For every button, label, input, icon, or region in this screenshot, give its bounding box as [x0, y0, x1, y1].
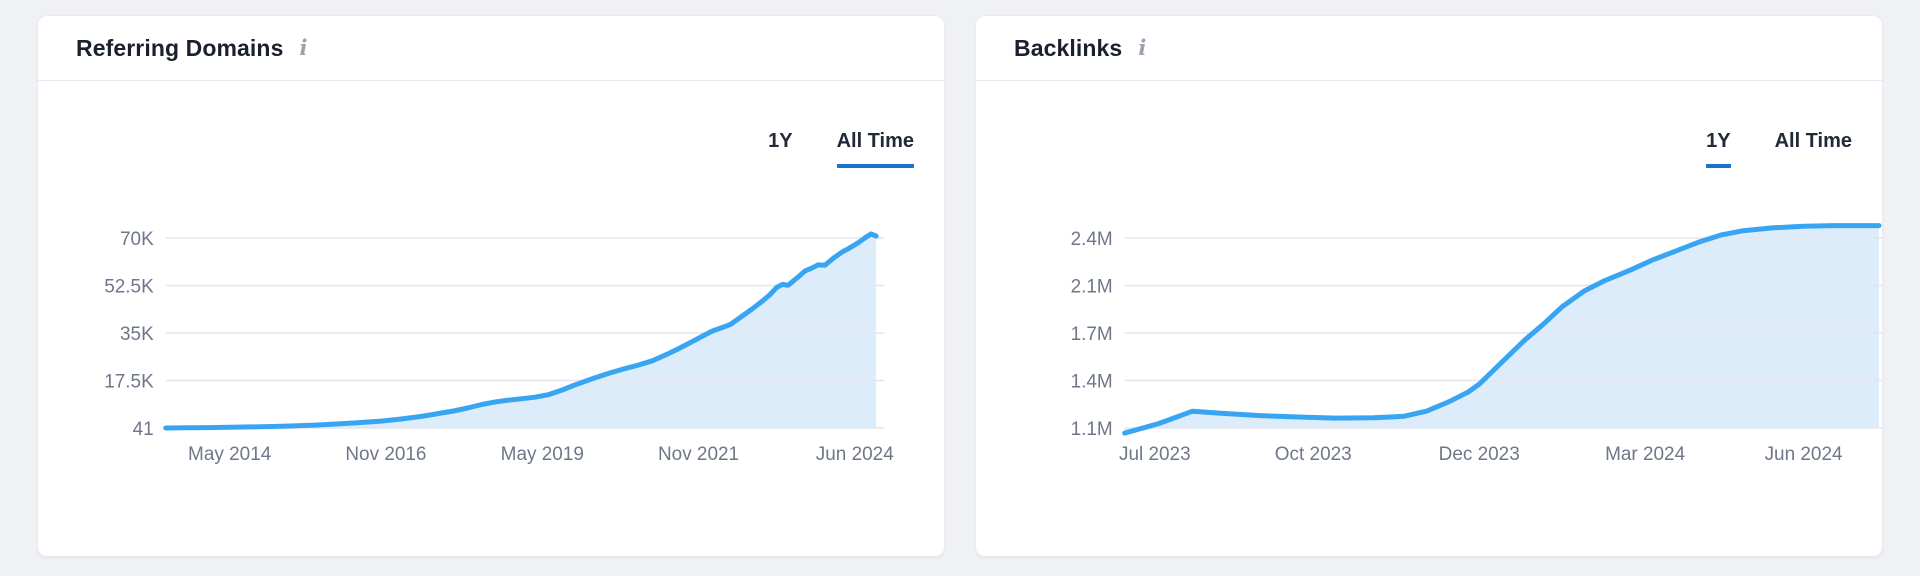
y-tick-label: 1.7M	[1071, 324, 1113, 345]
x-tick-label: Dec 2023	[1439, 444, 1520, 465]
x-tick-label: Nov 2021	[658, 444, 739, 465]
y-tick-label: 1.1M	[1071, 419, 1113, 440]
tab-1y[interactable]: 1Y	[1706, 129, 1731, 168]
x-tick-label: Jun 2024	[1765, 444, 1843, 465]
info-icon[interactable]: i	[1138, 34, 1147, 60]
area-fill	[1124, 225, 1880, 434]
tab-all-time[interactable]: All Time	[836, 129, 914, 168]
range-tabs: 1Y All Time	[976, 129, 1852, 168]
referring-domains-card: Referring Domains i 1Y All Time 41 17.5K 3…	[37, 15, 945, 557]
x-tick-label: Oct 2023	[1275, 444, 1352, 465]
y-tick-label: 17.5K	[104, 371, 154, 392]
x-tick-label: Nov 2016	[345, 444, 426, 465]
card-body: 1Y All Time 1.1M 1.4M 1.7M 2.1M 2.4M Jul 2023…	[976, 81, 1882, 556]
x-tick-label: Jun 2024	[816, 444, 894, 465]
y-tick-label: 70K	[120, 229, 154, 250]
trend-line	[1122, 223, 1882, 436]
x-tick-label: Mar 2024	[1605, 444, 1685, 465]
tab-1y[interactable]: 1Y	[768, 130, 793, 152]
card-header: Referring Domains i	[38, 16, 944, 81]
area-fill	[165, 233, 877, 428]
y-tick-label: 52.5K	[104, 276, 154, 297]
backlinks-chart[interactable]: 1.1M 1.4M 1.7M 2.1M 2.4M Jul 2023 Oct 2023 Dec …	[976, 168, 1882, 498]
backlinks-card: Backlinks i 1Y All Time 1.1M 1.4M 1.7M 2.1M…	[975, 15, 1883, 557]
x-tick-label: May 2014	[188, 444, 271, 465]
y-tick-label: 2.4M	[1071, 229, 1113, 250]
card-title: Referring Domains	[76, 34, 284, 61]
referring-domains-chart[interactable]: 41 17.5K 35K 52.5K 70K May 2014 Nov 2016 May 20…	[38, 168, 944, 498]
card-header: Backlinks i	[976, 16, 1882, 81]
info-icon[interactable]: i	[299, 34, 308, 60]
trend-line	[163, 231, 879, 431]
x-tick-label: Jul 2023	[1119, 444, 1191, 465]
y-tick-label: 1.4M	[1071, 371, 1113, 392]
y-tick-label: 35K	[120, 324, 154, 345]
card-title: Backlinks	[1014, 34, 1123, 61]
tab-all-time[interactable]: All Time	[1774, 130, 1852, 152]
range-tabs: 1Y All Time	[38, 129, 914, 168]
y-tick-label: 41	[133, 419, 154, 440]
x-tick-label: May 2019	[501, 444, 584, 465]
card-body: 1Y All Time 41 17.5K 35K 52.5K 70K May 2014 No…	[38, 81, 944, 556]
y-tick-label: 2.1M	[1071, 276, 1113, 297]
